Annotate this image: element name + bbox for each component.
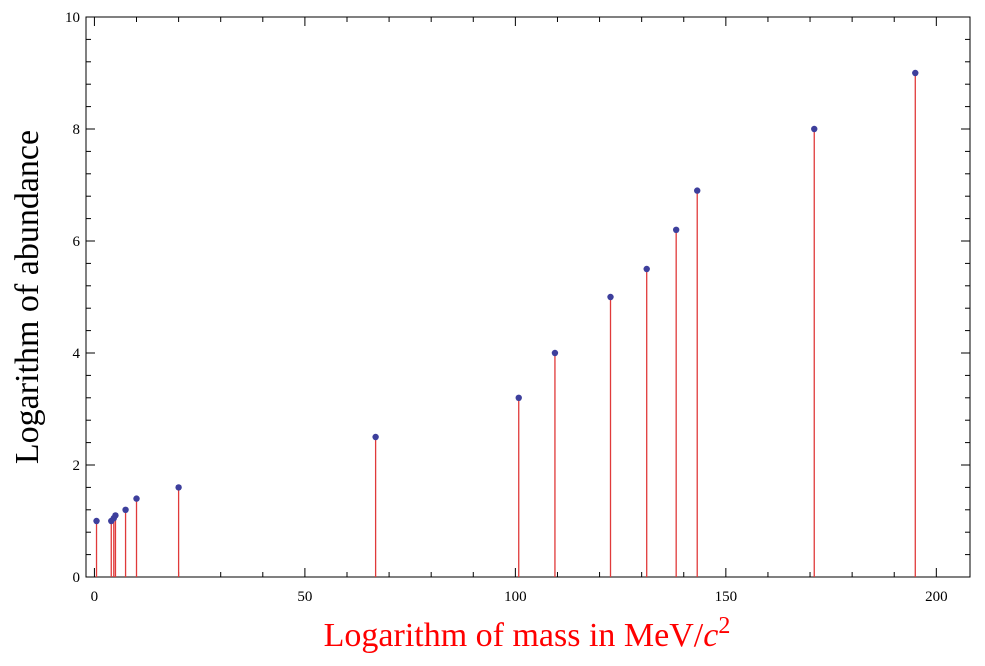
y-tick-label: 2 <box>73 458 81 474</box>
data-point <box>372 433 379 441</box>
y-tick-label: 8 <box>73 122 81 138</box>
data-point <box>672 226 680 233</box>
x-tick-label: 200 <box>925 589 948 605</box>
x-tick-label: 100 <box>504 589 527 605</box>
y-tick-label: 10 <box>65 10 80 26</box>
data-point <box>551 349 559 357</box>
y-axis-title: Logarithm of abundance <box>9 130 46 464</box>
plot-frame <box>85 16 971 578</box>
x-axis-title: Logarithm of mass in MeV/c2 <box>324 613 731 654</box>
markers-layer <box>93 69 919 525</box>
stems-layer <box>95 73 916 577</box>
data-point <box>607 293 614 301</box>
x-tick-label: 150 <box>715 589 738 605</box>
x-tick-label: 0 <box>91 589 99 605</box>
y-tick-label: 0 <box>73 570 81 586</box>
data-point <box>515 394 522 401</box>
data-point <box>175 484 182 491</box>
y-tick-label: 4 <box>73 346 81 362</box>
data-point <box>811 125 818 133</box>
data-point <box>112 512 119 519</box>
x-axis-title-sup: 2 <box>718 613 730 639</box>
data-point <box>694 187 701 194</box>
x-axis-title-var: c <box>703 617 718 654</box>
data-point <box>133 495 140 502</box>
data-point <box>912 69 919 77</box>
data-point <box>122 506 129 513</box>
y-tick-label: 6 <box>73 234 81 250</box>
data-point <box>643 265 650 273</box>
x-axis-title-prefix: Logarithm of mass in MeV/ <box>324 617 704 654</box>
x-tick-label: 50 <box>297 589 312 605</box>
data-point <box>93 517 100 525</box>
ticks-layer: 0 50 100 150 200 0 2 4 6 8 10 <box>65 10 970 605</box>
